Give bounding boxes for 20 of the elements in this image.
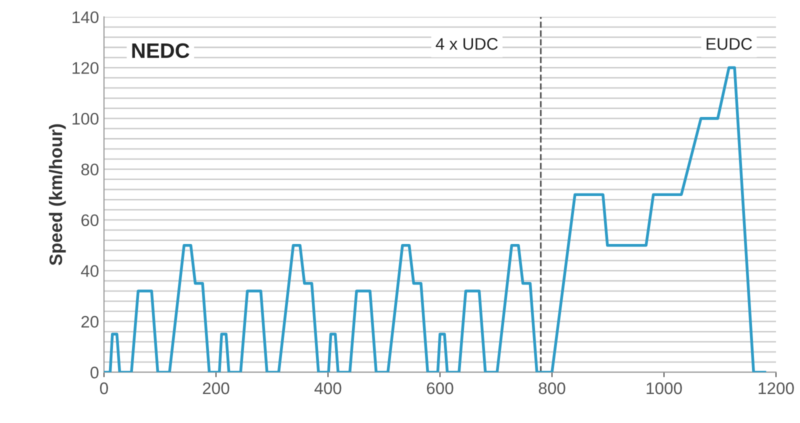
y-tick-label: 120 [72, 62, 98, 74]
x-tick-label: 1000 [646, 382, 682, 394]
x-tick-label: 200 [202, 382, 230, 394]
y-tick-label: 0 [90, 366, 98, 378]
line-series [104, 66, 766, 372]
x-tick-label: 400 [314, 382, 342, 394]
y-tick-label: 20 [81, 316, 98, 328]
annotation: NEDC [132, 43, 190, 58]
x-tick-label: 600 [426, 382, 454, 394]
y-tick-label: 100 [72, 112, 98, 125]
annotation: 4 x UDC [436, 38, 498, 50]
y-tick-label: 140 [72, 11, 98, 24]
y-axis-title: Speed (km/hour) [48, 124, 66, 266]
x-tick-label: 800 [538, 382, 566, 394]
x-tick-label: 1200 [758, 382, 794, 394]
x-tick-label: 0 [100, 382, 108, 394]
annotation: EUDC [706, 38, 752, 50]
y-tick-label: 60 [81, 214, 98, 226]
y-tick-label: 80 [81, 164, 98, 176]
y-tick-label: 40 [80, 265, 98, 277]
